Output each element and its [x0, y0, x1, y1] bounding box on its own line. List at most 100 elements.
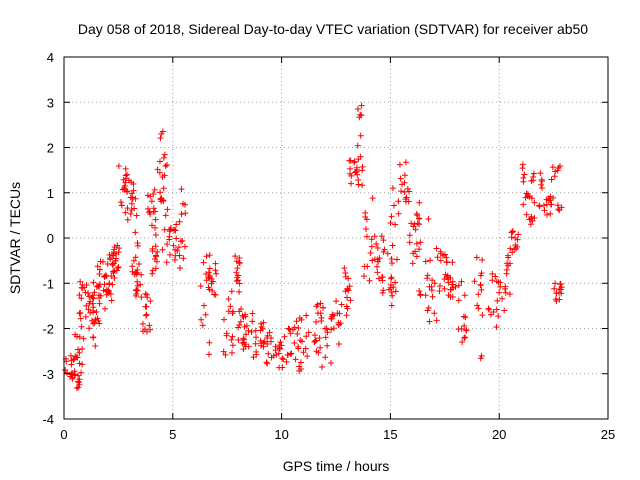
data-point: [235, 324, 242, 331]
data-segment: [228, 253, 243, 295]
data-point: [538, 181, 545, 188]
data-point: [473, 254, 480, 261]
data-point: [249, 318, 256, 325]
data-point: [86, 325, 93, 332]
data-point: [531, 214, 538, 221]
y-tick-label: 0: [47, 231, 54, 246]
data-point: [318, 363, 325, 370]
data-point: [490, 308, 497, 315]
data-point: [402, 159, 409, 166]
data-point: [117, 198, 124, 205]
data-point: [209, 287, 216, 294]
data-point: [212, 260, 219, 267]
data-point: [153, 252, 160, 259]
data-point: [322, 354, 329, 361]
data-segment: [354, 102, 366, 189]
data-point: [239, 312, 246, 319]
data-point: [471, 278, 478, 285]
data-point: [351, 158, 358, 165]
data-point: [341, 265, 348, 272]
data-point: [413, 253, 420, 260]
data-point: [458, 278, 465, 285]
data-point: [242, 313, 249, 320]
data-segment: [90, 279, 104, 350]
data-segment: [519, 161, 533, 223]
data-segment: [275, 333, 291, 371]
data-point: [414, 220, 421, 227]
data-point: [551, 285, 558, 292]
data-segment: [144, 186, 159, 231]
data-point: [132, 254, 139, 261]
data-point: [424, 272, 431, 279]
data-point: [496, 289, 503, 296]
data-point: [77, 278, 84, 285]
data-point: [75, 379, 82, 386]
data-point: [252, 340, 259, 347]
data-segment: [504, 228, 522, 259]
data-point: [106, 280, 113, 287]
data-point: [389, 260, 396, 267]
data-segment: [318, 304, 335, 370]
data-point: [121, 185, 128, 192]
data-point: [237, 318, 244, 325]
data-point: [76, 360, 83, 367]
data-point: [529, 218, 536, 225]
data-point: [373, 240, 380, 247]
data-point: [353, 164, 360, 171]
data-point: [277, 339, 284, 346]
data-point: [128, 179, 135, 186]
data-point: [553, 297, 560, 304]
data-point: [324, 329, 331, 336]
data-point: [241, 341, 248, 348]
data-point: [531, 199, 538, 206]
data-point: [459, 338, 466, 345]
data-point: [160, 198, 167, 205]
data-point: [313, 348, 320, 355]
y-tick-label: -2: [42, 322, 54, 337]
data-point: [124, 205, 131, 212]
data-point: [416, 215, 423, 222]
data-point: [202, 311, 209, 318]
data-point: [238, 306, 245, 313]
data-point: [304, 353, 311, 360]
data-point: [387, 219, 394, 226]
data-point: [330, 325, 337, 332]
data-point: [402, 196, 409, 203]
data-point: [401, 189, 408, 196]
data-point: [273, 351, 280, 358]
data-segment: [132, 261, 145, 301]
data-point: [556, 207, 563, 214]
data-point: [475, 291, 482, 298]
data-point: [148, 222, 155, 229]
data-point: [380, 287, 387, 294]
data-point: [324, 342, 331, 349]
data-point: [154, 248, 161, 255]
data-point: [143, 312, 150, 319]
data-point: [171, 226, 178, 233]
data-point: [425, 215, 432, 222]
data-point: [93, 308, 100, 315]
data-segment: [109, 242, 123, 276]
data-point: [94, 263, 101, 270]
data-point: [115, 162, 122, 169]
data-point: [363, 226, 370, 233]
data-point: [109, 281, 116, 288]
data-segment: [379, 246, 396, 309]
data-point: [75, 384, 82, 391]
data-point: [96, 300, 103, 307]
data-point: [374, 244, 381, 251]
data-point: [294, 330, 301, 337]
data-point: [90, 334, 97, 341]
grid-lines: [64, 57, 608, 419]
data-point: [142, 290, 149, 297]
data-point: [177, 265, 184, 272]
data-point: [213, 270, 220, 277]
data-point: [122, 209, 129, 216]
data-point: [342, 288, 349, 295]
data-point: [132, 229, 139, 236]
data-segment: [100, 272, 115, 304]
data-point: [433, 317, 440, 324]
data-point: [357, 132, 364, 139]
data-point: [257, 337, 264, 344]
data-point: [128, 200, 135, 207]
